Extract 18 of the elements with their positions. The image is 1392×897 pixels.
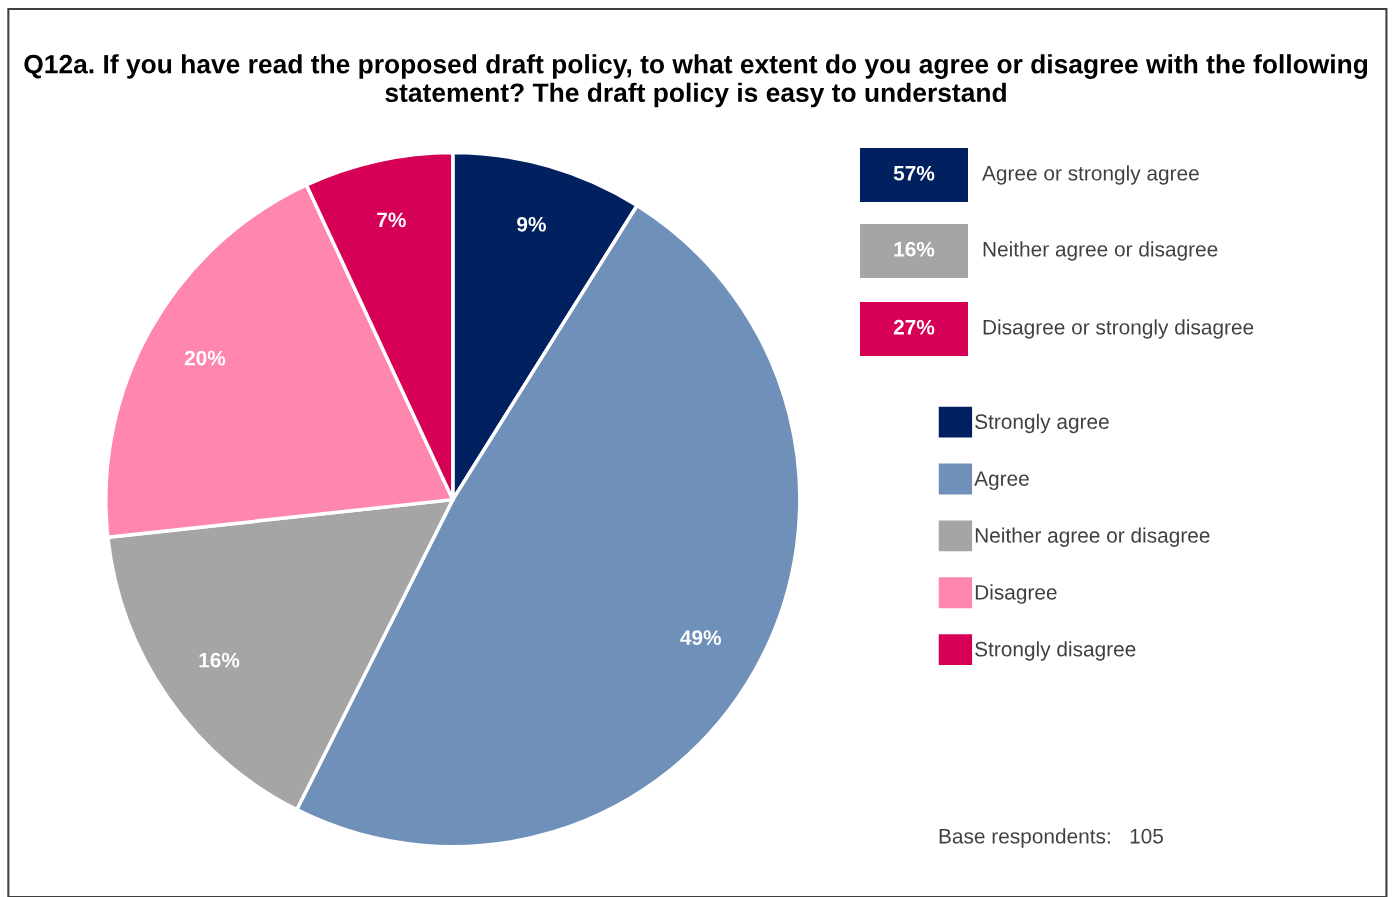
data-label: 7%	[377, 212, 406, 228]
data-label: 9%	[517, 216, 546, 232]
data-label: 49%	[680, 630, 722, 645]
legend-label: Disagree	[975, 584, 1057, 604]
legend-label: Neither agree or disagree	[975, 527, 1210, 547]
legend-label: Strongly disagree	[975, 641, 1136, 661]
text: Neither agree or disagree	[983, 241, 1218, 261]
data-label: 20%	[184, 350, 226, 366]
text: Disagree or strongly disagree	[983, 319, 1254, 339]
text: 27%	[893, 319, 935, 335]
chart-title: Q12a. If you have read the proposed draft policy, to what extent do you agree or disagree with the following statement? The draft policy is easy to understand	[24, 54, 1368, 108]
text: 57%	[893, 165, 935, 181]
text: Base respondents: 105	[939, 828, 1163, 848]
data-label: 16%	[199, 652, 240, 668]
text: 16%	[894, 241, 935, 257]
legend-label: Strongly agree	[975, 413, 1109, 434]
legend-label: Agree	[974, 471, 1029, 491]
text: Agree or strongly agree	[982, 165, 1199, 185]
